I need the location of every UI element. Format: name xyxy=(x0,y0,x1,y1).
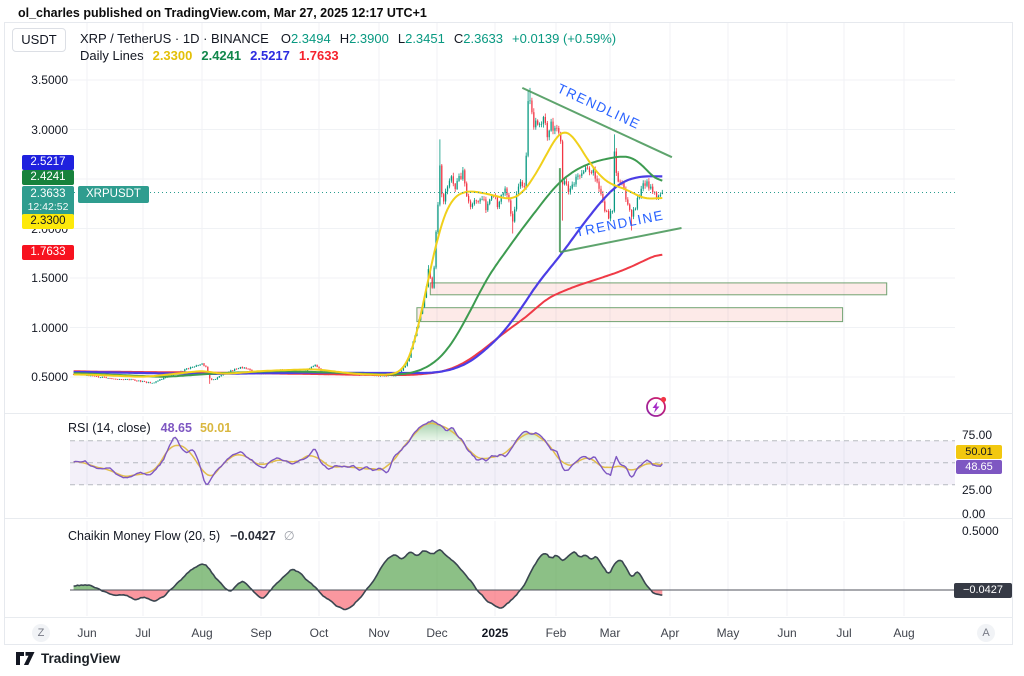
rsi-ma-value: 50.01 xyxy=(199,421,232,435)
price-tick-label: 0.5000 xyxy=(31,370,68,384)
moving-averages-layer xyxy=(73,131,663,378)
cmf-positive-fill xyxy=(73,549,663,590)
time-axis-label: Nov xyxy=(368,626,390,640)
ohlc-high: H2.3900 xyxy=(339,31,389,46)
grid-layer xyxy=(70,23,955,412)
time-axis-label: Oct xyxy=(309,626,329,640)
grid-layer xyxy=(86,416,905,517)
last-price-value: 2.3633 xyxy=(30,188,66,200)
daily-line-value-yellow: 2.3300 xyxy=(152,48,193,63)
symbol-legend: XRP / TetherUS · 1D · BINANCE O2.3494 H2… xyxy=(80,31,616,46)
time-axis-label: Apr xyxy=(660,626,680,640)
daily-line-slow xyxy=(73,175,663,375)
daily-lines-legend: Daily Lines 2.3300 2.4241 2.5217 1.7633 xyxy=(80,48,348,63)
tradingview-logo-icon xyxy=(16,652,35,665)
cmf-panel-canvas[interactable] xyxy=(0,519,1024,617)
time-axis-label: Jun xyxy=(777,626,797,640)
cmf-value: −0.0427 xyxy=(230,528,276,543)
daily-line-fast xyxy=(73,131,663,378)
cmf-line xyxy=(73,549,663,611)
ohlc-open: O2.3494 xyxy=(280,31,331,46)
time-axis-label: May xyxy=(716,626,740,640)
price-badge-blue: 2.5217 xyxy=(22,155,74,170)
price-tick-label: 1.0000 xyxy=(31,320,68,335)
cmf-negative-fill xyxy=(73,590,663,610)
daily-line-value-blue: 2.5217 xyxy=(250,48,290,63)
time-axis-label: Jul xyxy=(135,626,151,640)
time-axis-label: Feb xyxy=(545,626,567,640)
rsi-legend: RSI (14, close) 48.65 50.01 xyxy=(68,421,239,435)
cmf-empty-marker-icon: ∅ xyxy=(283,529,295,543)
ohlc-low: L2.3451 xyxy=(397,31,445,46)
cmf-title: Chaikin Money Flow (20, 5) xyxy=(68,528,221,543)
rsi-value-badge: 48.65 xyxy=(956,459,1002,474)
time-axis-label: Aug xyxy=(893,626,915,640)
byline: ol_charles published on TradingView.com,… xyxy=(18,6,427,20)
rsi-scale-75: 75.00 xyxy=(962,428,993,442)
price-badge-red: 1.7633 xyxy=(22,245,74,260)
price-tick-label: 1.5000 xyxy=(31,271,68,285)
cmf-legend: Chaikin Money Flow (20, 5) −0.0427 ∅ xyxy=(68,528,295,544)
rsi-ma-line xyxy=(73,422,663,477)
rsi-value: 48.65 xyxy=(160,421,192,435)
time-axis-label: Sep xyxy=(250,626,272,640)
ohlc-close: C2.3633 xyxy=(453,31,504,46)
tradingview-footer[interactable]: TradingView xyxy=(16,651,120,666)
rsi-title: RSI (14, close) xyxy=(68,421,151,435)
price-badge-yellow: 2.3300 xyxy=(22,214,74,229)
rsi-panel-canvas[interactable] xyxy=(0,414,1024,518)
rsi-line xyxy=(73,419,663,485)
rsi-scale-25: 25.00 xyxy=(962,483,993,497)
trendline-label: TRENDLINE xyxy=(555,81,643,133)
time-axis[interactable]: Jun Jul Aug Sep Oct Nov Dec 2025 Feb Mar Apr May Jun… xyxy=(0,618,1024,645)
time-axis-label: Dec xyxy=(426,626,448,640)
panel-divider xyxy=(5,617,1013,618)
last-price-badge: 2.3633 12:42:52 xyxy=(22,186,74,216)
time-axis-label: Aug xyxy=(191,626,213,640)
cmf-scale-05: 0.5000 xyxy=(962,524,999,538)
cmf-value-badge: −0.0427 xyxy=(954,583,1012,598)
tradingview-brand: TradingView xyxy=(41,651,121,666)
quote-currency-button[interactable]: USDT xyxy=(12,28,66,52)
panel-divider[interactable] xyxy=(5,518,1013,519)
timezone-button[interactable]: Z xyxy=(32,624,50,642)
price-tick-label: 3.0000 xyxy=(31,122,68,137)
daily-line-mid xyxy=(73,155,663,378)
price-tick-label: 3.5000 xyxy=(31,73,68,87)
rsi-overbought-fill xyxy=(172,420,546,441)
symbol-title: XRP / TetherUS · 1D · BINANCE xyxy=(80,31,269,46)
daily-lines-label: Daily Lines xyxy=(80,48,144,63)
time-axis-label: Jun xyxy=(77,626,97,640)
boost-flash-icon[interactable] xyxy=(642,392,670,420)
price-change: +0.0139 (+0.59%) xyxy=(512,31,617,46)
time-axis-label: Mar xyxy=(599,626,621,640)
panel-divider[interactable] xyxy=(5,413,1013,414)
price-badge-green: 2.4241 xyxy=(22,170,74,185)
supply-zones xyxy=(416,282,888,323)
daily-line-value-red: 1.7633 xyxy=(298,48,339,63)
auto-scale-button[interactable]: A xyxy=(977,624,995,642)
time-axis-label: Jul xyxy=(836,626,852,640)
rsi-scale-0: 0.00 xyxy=(962,507,986,521)
rsi-ma-badge: 50.01 xyxy=(956,445,1002,459)
daily-line-value-green: 2.4241 xyxy=(201,48,242,63)
symbol-price-tag: XRPUSDT xyxy=(78,186,149,203)
countdown-timer: 12:42:52 xyxy=(27,201,69,213)
time-axis-label: 2025 xyxy=(481,626,509,640)
